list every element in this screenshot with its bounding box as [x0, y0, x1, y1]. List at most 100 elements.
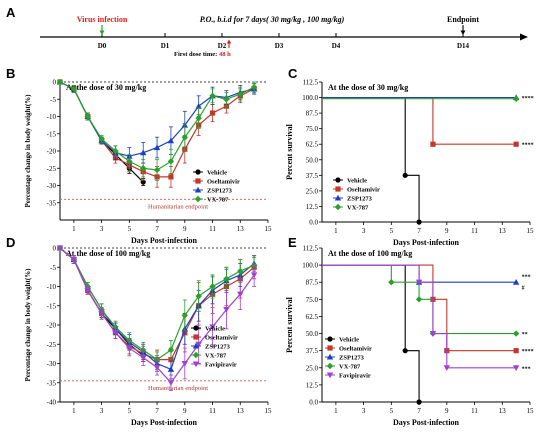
data-point-vx-787 [250, 83, 258, 91]
data-point-vx-787 [98, 135, 105, 143]
y-axis-label: Percentage change in body weight(%) [24, 268, 32, 382]
data-point-vehicle [402, 172, 408, 178]
data-point-vx-787 [195, 292, 202, 300]
data-point-vx-787 [223, 275, 230, 282]
y-tick-label: -25 [47, 341, 57, 349]
timeline-day-d2: D2 [218, 42, 227, 50]
humanitarian-endpoint-label: Humanitarian endpoint [148, 203, 208, 210]
data-point-favipiravir [237, 291, 244, 298]
legend-label-zsp1273: ZSP1273 [207, 188, 233, 195]
humanitarian-endpoint-label: Humanitarian endpoint [148, 385, 208, 392]
legend-marker-vehicle [193, 325, 199, 331]
data-point-vx-787 [209, 92, 216, 99]
x-tick-label: 11 [471, 407, 478, 415]
timeline-day-d1: D1 [161, 42, 170, 50]
data-point-oseltamivir [430, 141, 436, 147]
data-point-favipiravir [415, 279, 423, 286]
legend-marker-zsp1273 [334, 194, 342, 201]
x-tick-label: 3 [100, 407, 104, 415]
chart-title: At the dose of 100 mg/kg [66, 249, 150, 258]
significance-annotation: ** [522, 332, 528, 338]
first-dose-arrowhead-icon [226, 39, 232, 44]
legend-marker-zsp1273 [326, 353, 334, 360]
survival-curve-oseltamivir [322, 97, 517, 145]
x-tick-label: 3 [100, 225, 104, 233]
y-tick-label: 37.5 [306, 172, 319, 180]
x-tick-label: 9 [183, 225, 187, 233]
x-tick-label: 11 [209, 407, 216, 415]
x-tick-label: 15 [527, 227, 535, 235]
treatment-label: P.O., b.i.d for 7 days( 30 mg/kg , 100 m… [200, 15, 345, 24]
x-tick-label: 5 [128, 225, 132, 233]
legend-marker-vx-787 [194, 195, 202, 203]
data-point-vx-787 [167, 158, 175, 165]
y-tick-label: 50.0 [306, 156, 319, 164]
x-tick-label: 3 [362, 407, 366, 415]
x-axis-label: Days Post-infection [131, 236, 198, 245]
y-tick-label: 25.0 [306, 187, 319, 195]
data-point-favipiravir [126, 345, 133, 352]
y-tick-label: -5 [50, 96, 56, 104]
timeline-day-d4: D4 [332, 42, 341, 50]
series-favipiravir [322, 264, 520, 371]
series-vx-787 [56, 78, 258, 181]
chart-title: At the dose of 100 mg/kg [328, 249, 412, 258]
y-tick-label: 0.0 [309, 219, 318, 227]
data-point-favipiravir [250, 272, 258, 279]
data-point-vx-787 [388, 279, 395, 286]
data-point-vx-787 [415, 296, 423, 303]
legend-marker-vx-787 [326, 362, 334, 370]
legend: Vehicle Oseltamivir ZSP1273 VX-787 Favipirav… [191, 325, 238, 369]
y-tick-label: -10 [47, 113, 57, 121]
endpoint-arrowhead-icon [460, 30, 466, 35]
legend-marker-vehicle [195, 169, 201, 175]
legend-marker-vehicle [335, 177, 341, 183]
y-tick-label: -25 [47, 165, 57, 173]
legend-marker-oseltamivir [193, 334, 199, 340]
x-tick-label: 7 [417, 407, 421, 415]
y-tick-label: -35 [47, 199, 57, 207]
survival-curve-vehicle [322, 97, 420, 222]
data-point-favipiravir [223, 307, 230, 313]
legend-marker-vx-787 [334, 203, 342, 211]
legend-label-favipiravir: Favipiravir [205, 362, 237, 369]
data-point-vx-787 [84, 113, 91, 120]
series-favipiravir [56, 245, 258, 391]
data-point-vx-787 [181, 134, 188, 141]
significance-annotation: **** [522, 349, 534, 355]
significance-annotation: **** [522, 96, 534, 102]
y-tick-label: 0 [53, 79, 57, 87]
data-point-vx-787 [223, 96, 230, 103]
timeline-arrowhead [520, 33, 528, 41]
data-point-zsp1273 [195, 102, 202, 109]
x-tick-label: 13 [237, 225, 245, 233]
legend-label-vx-787: VX-787 [207, 197, 229, 204]
panel-letter-e: E [288, 235, 297, 250]
x-tick-label: 7 [155, 225, 159, 233]
data-point-vx-787 [56, 78, 64, 86]
series-vehicle [57, 79, 146, 186]
significance-annotation: *** [522, 275, 531, 281]
data-point-favipiravir [153, 364, 161, 371]
data-point-vx-787 [237, 90, 244, 98]
y-tick-label: 100.0 [302, 94, 318, 102]
y-tick-label: 25.0 [306, 364, 319, 372]
timeline-panel: A D0 D1 D2 D3 D4 D14 Virus infection P.O., b.i.d… [6, 5, 528, 58]
legend-marker-vehicle [327, 336, 333, 342]
x-tick-label: 5 [128, 407, 132, 415]
data-point-favipiravir [70, 256, 78, 263]
data-point-favipiravir [98, 310, 105, 317]
legend-label-zsp1273: ZSP1273 [205, 344, 231, 351]
x-tick-label: 1 [72, 407, 76, 415]
y-tick-label: -35 [47, 379, 57, 387]
legend-marker-oseltamivir [195, 178, 201, 184]
legend: Vehicle Oseltamivir ZSP1273 VX-787 [193, 169, 240, 204]
data-point-vx-787 [512, 95, 520, 102]
series-vx-787 [322, 95, 520, 102]
x-tick-label: 11 [209, 225, 216, 233]
legend-marker-favipiravir [192, 361, 200, 368]
chart-title: At the dose of 30 mg/kg [66, 83, 146, 92]
y-tick-label: -40 [47, 399, 57, 407]
data-point-oseltamivir [513, 141, 519, 147]
